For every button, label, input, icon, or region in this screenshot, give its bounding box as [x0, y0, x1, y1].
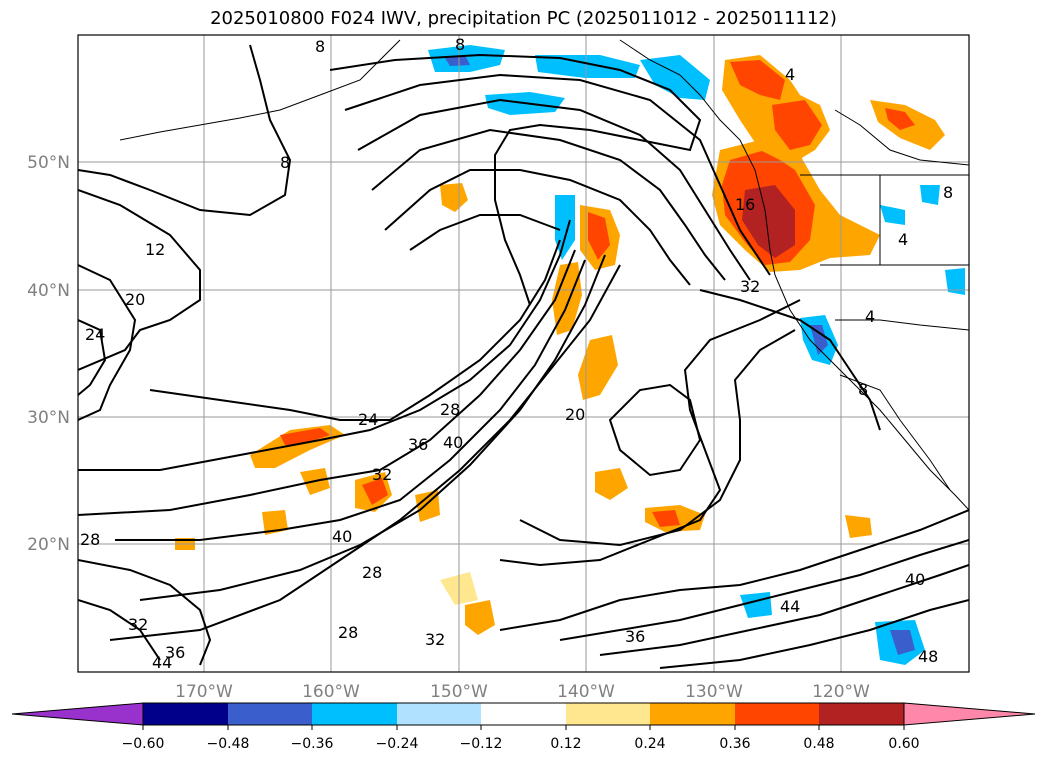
contour-label: 48: [918, 647, 938, 666]
colorbar-tick-label: −0.12: [460, 736, 503, 752]
lon-label-170w: 170°W: [175, 682, 233, 702]
colorbar-bin: [228, 703, 312, 725]
precip-neg-id: [880, 205, 905, 225]
lon-labels: 170°W 160°W 150°W 140°W 130°W 120°W: [175, 682, 870, 702]
colorbar-bin: [397, 703, 481, 725]
precip-band-a-core: [588, 212, 610, 260]
precip-subtrop-d: [595, 468, 628, 500]
colorbar: −0.60 −0.48 −0.36 −0.24 −0.12 0.12 0.24 …: [11, 702, 1036, 752]
colorbar-tick-label: 0.24: [634, 736, 665, 752]
precip-band-b: [552, 262, 582, 335]
contour-label: 8: [858, 380, 868, 399]
figure-title: 2025010800 F024 IWV, precipitation PC (2…: [210, 8, 837, 29]
colorbar-bin: [143, 703, 228, 725]
coastlines: [119, 39, 969, 511]
precip-nw-core: [742, 185, 795, 258]
contour-label: 28: [362, 563, 382, 582]
precip-neg-co: [945, 268, 965, 295]
colorbar-under-triangle: [11, 702, 144, 726]
precip-ak-panhandle-core: [885, 108, 915, 130]
contour-label: 32: [372, 465, 392, 484]
contour-label: 16: [735, 195, 755, 214]
precip-neg-gulf-b: [535, 55, 640, 78]
colorbar-tick-label: 0.12: [550, 736, 581, 752]
precip-neg-coast: [640, 55, 710, 100]
precip-neg-mx-core: [890, 630, 915, 655]
map-frame: [77, 34, 970, 673]
colorbar-bin: [650, 703, 735, 725]
contour-label: 40: [443, 433, 463, 452]
precip-subtrop-g: [465, 600, 495, 635]
precip-subtrop-f: [845, 515, 872, 538]
contour-label: 4: [865, 307, 875, 326]
contour-label: 28: [338, 623, 358, 642]
precip-band-c: [578, 335, 618, 400]
precip-neg-wy: [920, 185, 940, 205]
map-panel: [78, 35, 969, 672]
colorbar-tick-label: 0.48: [803, 736, 834, 752]
precip-subtrop-a-core: [280, 428, 330, 445]
lon-label-130w: 130°W: [685, 682, 743, 702]
contour-label: 40: [332, 527, 352, 546]
contour-label: 8: [455, 35, 465, 54]
precip-neg-gulf-a-core: [445, 55, 470, 66]
precip-neg-band: [555, 195, 575, 260]
colorbar-tick-label: 0.60: [888, 736, 919, 752]
colorbar-bin: [566, 703, 650, 725]
precip-subtrop-b-core: [362, 478, 388, 505]
contour-label: 32: [425, 630, 445, 649]
lat-labels: 50°N 40°N 30°N 20°N: [27, 153, 70, 555]
lon-label-150w: 150°W: [430, 682, 488, 702]
contour-label: 36: [165, 643, 185, 662]
precip-band-d: [440, 183, 468, 212]
colorbar-frame: [142, 702, 905, 726]
colorbar-bin: [481, 703, 566, 725]
contour-label: 20: [565, 405, 585, 424]
precip-bc-mid: [730, 60, 785, 100]
contour-label: 28: [80, 530, 100, 549]
lat-label-20n: 20°N: [27, 535, 70, 555]
contour-label: 32: [740, 277, 760, 296]
contour-label: 40: [905, 570, 925, 589]
lon-label-120w: 120°W: [812, 682, 870, 702]
precip-neg-ca-core: [810, 325, 828, 355]
contour-label: 28: [440, 400, 460, 419]
contour-label: 20: [125, 290, 145, 309]
contour-label: 24: [85, 325, 105, 344]
colorbar-bin: [312, 703, 397, 725]
contour-label: 24: [358, 410, 378, 429]
contour-label: 36: [408, 435, 428, 454]
precip-subtrop-e-core: [652, 510, 680, 527]
colorbar-tick-label: −0.60: [122, 736, 165, 752]
precip-bc-mid2: [772, 100, 822, 150]
contour-label: 44: [780, 597, 800, 616]
colorbar-over-triangle: [903, 702, 1036, 726]
lat-label-30n: 30°N: [27, 408, 70, 428]
contour-label: 32: [128, 615, 148, 634]
lon-label-140w: 140°W: [557, 682, 615, 702]
colorbar-tick-label: −0.36: [291, 736, 334, 752]
contour-label: 12: [145, 240, 165, 259]
contour-label: 8: [280, 153, 290, 172]
lon-label-160w: 160°W: [302, 682, 360, 702]
contour-label: 36: [625, 627, 645, 646]
contour-label: 8: [943, 183, 953, 202]
colorbar-bin: [735, 703, 819, 725]
colorbar-tick-label: −0.48: [207, 736, 250, 752]
contour-labels: 8 8 8 12 16 20 20 24 24 28 28 28 28 32 3…: [80, 35, 953, 672]
lat-label-50n: 50°N: [27, 153, 70, 173]
contour-label: 4: [785, 65, 795, 84]
contour-label: 8: [315, 37, 325, 56]
colorbar-tick-label: −0.24: [376, 736, 419, 752]
lat-label-40n: 40°N: [27, 281, 70, 301]
contour-label: 4: [898, 230, 908, 249]
contour-label: 44: [152, 653, 172, 672]
colorbar-bin: [819, 703, 904, 725]
iwv-contours: [78, 44, 969, 669]
colorbar-tick-label: 0.36: [719, 736, 750, 752]
